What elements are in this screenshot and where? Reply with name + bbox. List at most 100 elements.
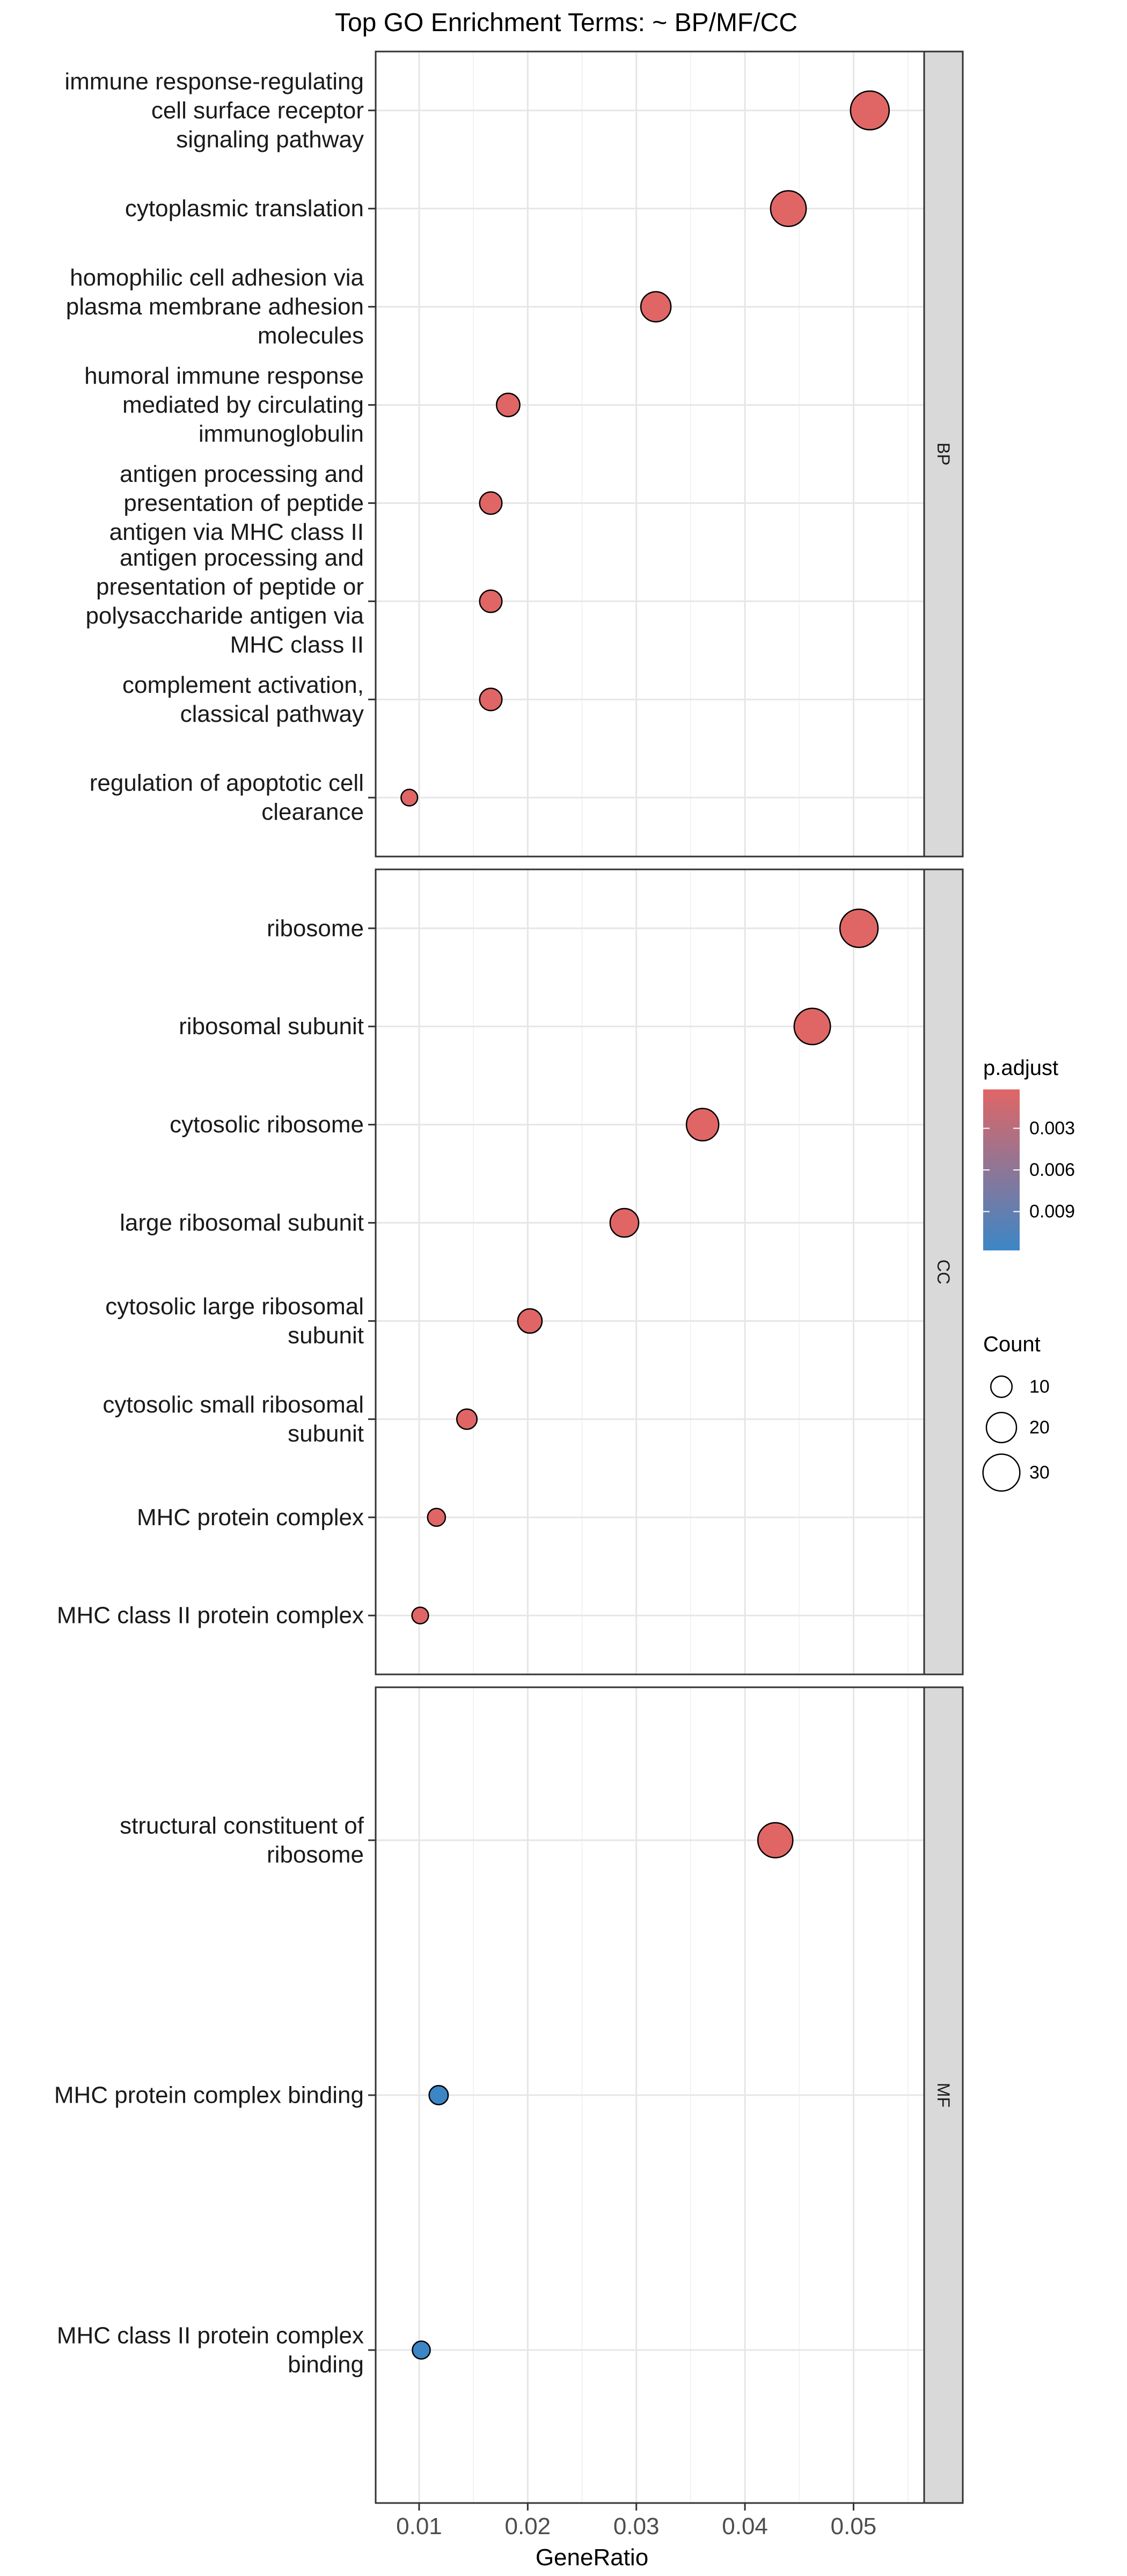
size-legend-label: 20 bbox=[1029, 1417, 1050, 1438]
x-tick-label: 0.03 bbox=[613, 2513, 660, 2540]
y-tick-label: homophilic cell adhesion via plasma membr… bbox=[66, 265, 364, 349]
y-tick-label-line: immune response-regulating bbox=[64, 68, 364, 94]
x-tick-label: 0.04 bbox=[722, 2513, 768, 2540]
data-point bbox=[456, 1408, 478, 1430]
y-tick-label-line: MHC class II bbox=[230, 632, 364, 658]
colorbar-tick-label: 0.006 bbox=[1029, 1160, 1075, 1180]
data-point bbox=[793, 1007, 831, 1045]
y-tick-label-line: humoral immune response bbox=[84, 363, 364, 389]
count-legend: Count 10 20 30 bbox=[982, 1333, 1050, 1492]
y-tick-label-line: MHC protein complex bbox=[137, 1504, 364, 1531]
legend-size-title: Count bbox=[983, 1333, 1041, 1356]
y-tick-label-line: ribosome bbox=[267, 1842, 364, 1868]
y-tick-label: immune response-regulating cell surface r… bbox=[64, 68, 364, 152]
y-tick-label-line: large ribosomal subunit bbox=[120, 1210, 364, 1236]
facet-strip bbox=[923, 868, 964, 1675]
chart-title: Top GO Enrichment Terms: ~ BP/MF/CC bbox=[335, 9, 797, 37]
y-tick-label-line: cytoplasmic translation bbox=[125, 195, 364, 222]
y-tick-label-line: MHC class II protein complex bbox=[57, 2323, 364, 2349]
size-legend-circle bbox=[982, 1453, 1021, 1492]
facet-strip-label: BP bbox=[934, 443, 953, 466]
y-tick-label: cytoplasmic translation bbox=[125, 195, 364, 222]
p-adjust-legend: p.adjust 0.003 0.006 0.009 bbox=[983, 1056, 1075, 1250]
y-tick-label-line: polysaccharide antigen via bbox=[85, 603, 364, 629]
facet-strip bbox=[923, 1686, 964, 2504]
y-tick-label-line: ribosome bbox=[267, 915, 364, 941]
data-point bbox=[495, 392, 521, 418]
facet-panel-bp: BP immune response-regulating cell surface… bbox=[64, 50, 964, 858]
data-point bbox=[609, 1208, 640, 1238]
x-axis-label: GeneRatio bbox=[536, 2544, 648, 2571]
y-tick-label-line: cytosolic small ribosomal bbox=[103, 1392, 364, 1418]
colorbar-tick-label: 0.003 bbox=[1029, 1118, 1075, 1138]
colorbar-tick-label: 0.009 bbox=[1029, 1202, 1075, 1222]
y-tick-label-line: signaling pathway bbox=[176, 126, 364, 152]
facet-panels: BP immune response-regulating cell surface… bbox=[54, 50, 964, 2504]
size-legend-label: 10 bbox=[1029, 1377, 1050, 1397]
y-tick-label: cytosolic ribosome bbox=[170, 1111, 364, 1138]
facet-panel-mf: MF structural constituent of ribosome MHC p… bbox=[54, 1686, 964, 2504]
y-tick-label-line: antigen via MHC class II bbox=[109, 519, 364, 545]
y-tick-label-line: cytosolic large ribosomal bbox=[105, 1293, 364, 1320]
y-tick-label-line: presentation of peptide bbox=[123, 490, 364, 516]
data-point bbox=[839, 909, 879, 948]
data-point bbox=[479, 687, 503, 712]
y-tick-label-line: cytosolic ribosome bbox=[170, 1111, 364, 1138]
y-tick-label-line: cell surface receptor bbox=[151, 97, 364, 123]
y-tick-label-line: complement activation, bbox=[122, 672, 364, 698]
y-tick-label-line: homophilic cell adhesion via bbox=[70, 265, 364, 291]
y-tick-label: regulation of apoptotic cell clearance bbox=[90, 770, 364, 825]
data-point bbox=[685, 1108, 720, 1141]
legend-color-title: p.adjust bbox=[983, 1056, 1058, 1080]
y-tick-label: humoral immune response mediated by circu… bbox=[84, 363, 364, 447]
y-tick-label: MHC protein complex bbox=[137, 1504, 364, 1531]
y-tick-label-line: binding bbox=[288, 2352, 364, 2378]
data-point bbox=[770, 190, 807, 228]
data-point bbox=[411, 1606, 429, 1624]
facet-panel-cc: CC ribosome ribosomal subunit cytosolic rib… bbox=[57, 868, 964, 1675]
y-tick-label-line: mediated by circulating bbox=[122, 392, 364, 418]
y-tick-label: MHC class II protein complex binding bbox=[57, 2323, 364, 2378]
y-tick-label: ribosomal subunit bbox=[179, 1013, 364, 1040]
x-tick-label: 0.05 bbox=[831, 2513, 877, 2540]
y-tick-label-line: structural constituent of bbox=[120, 1813, 364, 1839]
data-point bbox=[412, 2340, 431, 2360]
x-tick-label: 0.01 bbox=[396, 2513, 442, 2540]
data-point bbox=[850, 90, 890, 131]
y-tick-label-line: ribosomal subunit bbox=[179, 1013, 364, 1040]
y-tick-label-line: antigen processing and bbox=[120, 461, 364, 487]
y-tick-label-line: regulation of apoptotic cell bbox=[90, 770, 364, 796]
x-axis: 0.01 0.02 0.03 0.04 0.05 bbox=[396, 2503, 876, 2540]
x-tick-label: 0.02 bbox=[505, 2513, 551, 2540]
data-point bbox=[428, 2085, 449, 2105]
y-tick-label: antigen processing and presentation of pe… bbox=[109, 461, 364, 545]
y-tick-label-line: molecules bbox=[258, 323, 364, 349]
y-tick-label-line: subunit bbox=[288, 1322, 364, 1349]
y-tick-label-line: antigen processing and bbox=[120, 545, 364, 571]
y-tick-label: antigen processing and presentation of pe… bbox=[85, 545, 364, 658]
y-tick-label-line: clearance bbox=[261, 799, 364, 825]
y-tick-label: complement activation, classical pathway bbox=[122, 672, 364, 727]
data-point bbox=[517, 1308, 543, 1334]
y-tick-label-line: immunoglobulin bbox=[199, 421, 364, 447]
size-legend-circle bbox=[990, 1375, 1013, 1399]
size-legend-label: 30 bbox=[1029, 1462, 1050, 1483]
facet-strip-label: CC bbox=[934, 1260, 953, 1284]
y-tick-label-line: presentation of peptide or bbox=[96, 574, 364, 600]
facet-strip bbox=[923, 50, 964, 858]
y-tick-label-line: plasma membrane adhesion bbox=[66, 294, 364, 320]
y-tick-label: large ribosomal subunit bbox=[120, 1210, 364, 1236]
y-tick-label: structural constituent of ribosome bbox=[120, 1813, 364, 1868]
y-tick-label-line: MHC protein complex binding bbox=[54, 2082, 364, 2109]
data-point bbox=[479, 589, 503, 613]
data-point bbox=[640, 291, 672, 323]
y-tick-label-line: MHC class II protein complex bbox=[57, 1602, 364, 1629]
y-tick-label-line: classical pathway bbox=[180, 701, 364, 727]
data-point bbox=[400, 788, 419, 807]
y-tick-label: cytosolic small ribosomal subunit bbox=[103, 1392, 364, 1447]
facet-strip-label: MF bbox=[934, 2083, 953, 2107]
size-legend-circle bbox=[985, 1411, 1018, 1444]
panel-background bbox=[376, 869, 924, 1674]
data-point bbox=[479, 491, 503, 515]
